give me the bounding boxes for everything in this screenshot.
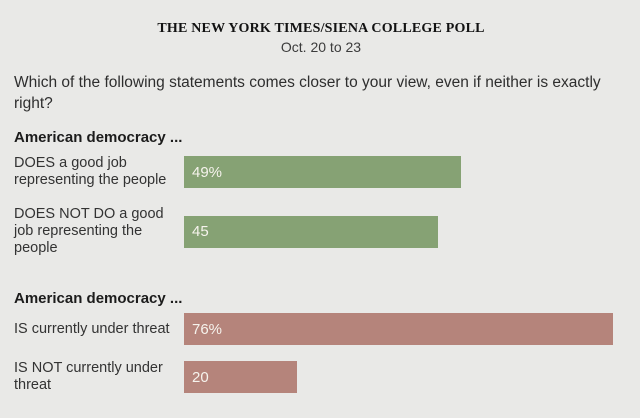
bar-value-label: 45	[192, 223, 209, 240]
bar-track: 45	[184, 215, 628, 248]
poll-date: Oct. 20 to 23	[280, 39, 362, 55]
group-heading-representation: American democracy ...	[14, 129, 183, 146]
bar-is-under-threat: 76%	[184, 313, 613, 345]
bar-label-does-good-job: DOES a good job representing the people	[14, 155, 167, 188]
bar-label-does-not-good-job: DOES NOT DO a good job representing the …	[14, 206, 164, 256]
bar-row-is-under-threat: IS currently under threat 76%	[14, 313, 628, 345]
bar-group-threat: American democracy ... IS currently unde…	[14, 290, 628, 394]
bar-is-not-under-threat: 20	[184, 361, 297, 393]
poll-question: Which of the following statements comes …	[14, 74, 601, 112]
bar-row-does-good-job: DOES a good job representing the people …	[14, 155, 628, 189]
bar-row-is-not-under-threat: IS NOT currently under threat 20	[14, 360, 628, 394]
chart-header: THE NEW YORK TIMES/SIENA COLLEGE POLL Oc…	[14, 0, 628, 55]
bar-does-not-good-job: 45	[184, 215, 438, 248]
bar-track: 76%	[184, 313, 628, 345]
bar-label-is-under-threat: IS currently under threat	[14, 320, 170, 337]
bar-group-representation: American democracy ... DOES a good job r…	[14, 129, 628, 257]
poll-title: THE NEW YORK TIMES/SIENA COLLEGE POLL	[157, 21, 485, 36]
bar-value-label: 76%	[192, 320, 223, 338]
bar-track: 49%	[184, 156, 628, 188]
bar-does-good-job: 49%	[184, 156, 461, 188]
bar-track: 20	[184, 361, 628, 393]
bar-value-label: 20	[192, 368, 209, 386]
bar-value-label: 49%	[192, 163, 223, 181]
group-heading-threat: American democracy ...	[14, 290, 183, 307]
bar-label-is-not-under-threat: IS NOT currently under threat	[14, 360, 163, 393]
bar-row-does-not-good-job: DOES NOT DO a good job representing the …	[14, 206, 628, 257]
